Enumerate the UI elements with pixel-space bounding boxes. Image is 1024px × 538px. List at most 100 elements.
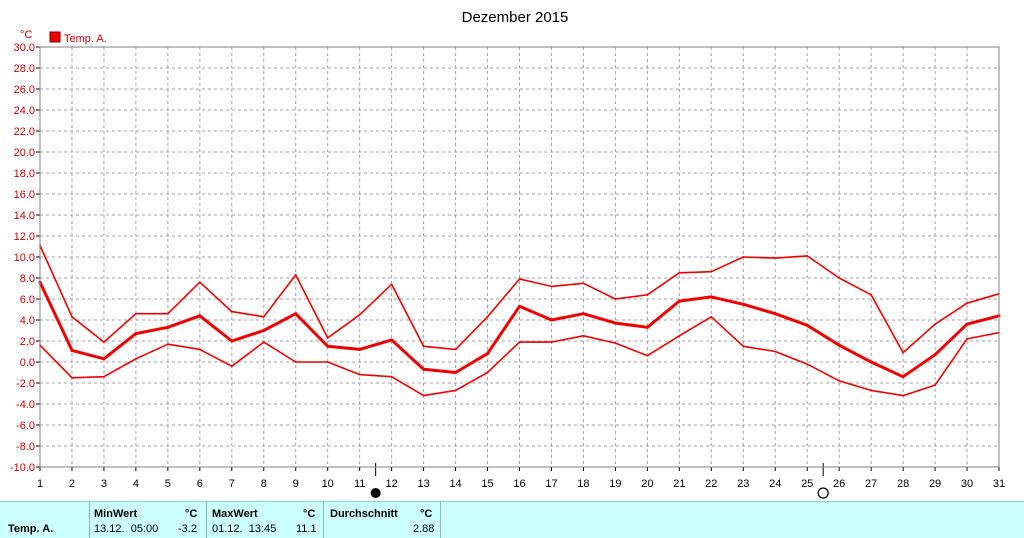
max-unit: °C [303,508,316,520]
x-tick-label: 24 [769,478,781,490]
series-min-point [71,376,73,379]
x-tick-label: 2 [69,478,75,490]
series-mean-point [933,353,937,357]
series-mean-point [518,304,521,308]
series-max-point [166,312,169,315]
y-tick-label: -8.0 [16,441,35,453]
series-min-point [454,389,457,392]
series-max-point [103,341,105,343]
x-tick-label: 19 [609,478,621,490]
x-tick-label: 9 [293,478,299,490]
series-mean-point [709,295,713,299]
series-max-point [422,345,425,348]
series-max-point [614,298,617,300]
series-max-point [710,270,713,273]
avg-value: 2.88 [413,523,435,535]
y-tick-label: 8.0 [20,273,35,285]
series-min-point [678,334,681,337]
full-moon-icon [817,487,829,499]
series-max-point [646,293,649,296]
x-tick-label: 4 [133,478,139,490]
series-min-point [646,354,649,357]
y-tick-label: -6.0 [16,420,35,432]
series-min-point [582,334,585,337]
series-min-point [614,342,617,344]
x-tick-label: 31 [993,478,1005,490]
series-mean-point [677,299,681,303]
x-tick-label: 29 [929,478,941,490]
series-min-point [358,373,361,376]
x-tick-label: 14 [449,478,461,490]
series-mean-point [581,312,585,316]
stats-bar: Temp. A. MinWert °C 13.12. 05:00 -3.2 Ma… [0,501,1024,538]
series-max-point [294,273,297,276]
max-header: MaxWert [212,508,258,520]
y-tick-label: 22.0 [14,126,35,138]
x-tick-label: 28 [897,478,909,490]
min-unit: °C [185,508,198,520]
series-max-point [678,271,681,274]
y-tick-label: 12.0 [14,231,35,243]
series-max-point [198,281,201,284]
series-mean-point [805,323,809,327]
min-datetime: 13.12. 05:00 [94,523,159,535]
series-max-point [966,302,968,305]
series-max-point [550,285,553,288]
series-min-point [166,343,169,346]
series-max-point [582,282,585,285]
x-tick-label: 20 [641,478,653,490]
series-max-point [486,315,489,318]
series-min-point [198,348,201,351]
legend-label: Temp. A. [64,33,107,45]
series-max-point [742,256,745,258]
y-tick-label: 16.0 [14,189,35,201]
series-mean-point [965,322,969,326]
series-max-point [71,315,73,318]
series-min-point [838,380,841,382]
y-tick-label: 0.0 [20,357,35,369]
series-mean-point [102,357,106,361]
avg-header: Durchschnitt [330,508,398,520]
series-mean-point [454,371,458,374]
series-min-point [518,341,521,343]
x-tick-label: 5 [165,478,171,490]
series-mean-point [230,339,234,343]
stats-max-cell: MaxWert °C 01.12. 13:45 11.1 [207,502,324,538]
series-mean-point [358,347,362,351]
x-tick-label: 25 [801,478,813,490]
x-axis: 1 2 3 4 5 6 7 8 9 10 11 12 13 14 15 16 17 18 19 20 21 22 23 24 2… [37,467,1005,490]
min-value: -3.2 [178,523,197,535]
x-tick-label: 21 [673,478,685,490]
series-mean-point [869,360,873,364]
series-max-point [135,312,137,315]
series-min-point [294,361,297,363]
series-mean-point [390,338,394,342]
series-mean-point [549,318,553,322]
series-max-point [262,315,265,318]
series-max-point [518,278,521,280]
stats-row-label: Temp. A. [8,523,54,535]
series-mean-point [166,325,170,329]
series-mean-point [773,312,777,316]
chart: Dezember 2015 °C Temp. A. -10.0-8.0-6.0-… [10,9,1005,499]
series-mean-point [422,367,426,371]
series-mean-point [901,375,905,379]
y-tick-label: 2.0 [20,336,35,348]
series-mean-point [613,321,617,325]
series-min-point [135,357,137,360]
x-tick-label: 17 [545,478,557,490]
x-tick-label: 1 [37,478,43,490]
moon-phases [370,463,829,499]
y-tick-label: 14.0 [14,210,35,222]
series-mean-point [198,314,202,318]
series-min-point [422,394,425,397]
y-tick-label: 30.0 [14,42,35,54]
series-max-point [230,310,233,313]
series-max-point [902,351,904,354]
series-max-point [358,313,361,316]
series-min-point [710,315,713,318]
series-mean-point [326,344,330,348]
x-tick-label: 3 [101,478,107,490]
series-mean-point [262,329,266,332]
x-tick-label: 12 [386,478,398,490]
